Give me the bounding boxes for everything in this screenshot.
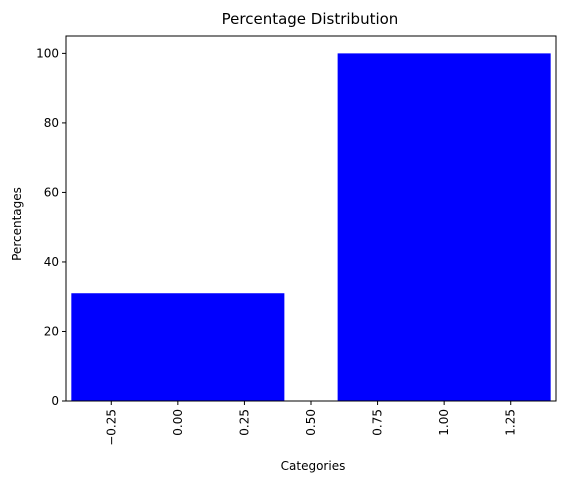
y-tick-label: 80 — [44, 116, 59, 130]
y-tick-label: 20 — [44, 324, 59, 338]
y-tick-label: 0 — [51, 394, 59, 408]
bars-group — [71, 53, 551, 401]
y-tick-label: 60 — [44, 185, 59, 199]
x-tick-label: 0.75 — [371, 409, 385, 436]
y-tick-label: 100 — [36, 46, 59, 60]
x-axis-ticks: −0.25 0.00 0.25 0.50 0.75 1.00 1.25 — [104, 401, 518, 446]
x-tick-label: −0.25 — [104, 409, 118, 446]
x-tick-label: 1.00 — [437, 409, 451, 436]
x-tick-label: 0.25 — [237, 409, 251, 436]
y-tick-label: 40 — [44, 255, 59, 269]
x-tick-label: 1.25 — [504, 409, 518, 436]
bar-1 — [337, 53, 551, 401]
x-tick-label: 0.00 — [171, 409, 185, 436]
chart-title: Percentage Distribution — [222, 10, 399, 28]
x-axis-label: Categories — [281, 459, 346, 473]
plot-frame — [65, 35, 557, 402]
bar-0 — [71, 293, 285, 401]
y-axis-ticks: 0 20 40 60 80 100 — [36, 46, 66, 408]
y-axis-label: Percentages — [10, 187, 24, 261]
x-tick-label: 0.50 — [304, 409, 318, 436]
